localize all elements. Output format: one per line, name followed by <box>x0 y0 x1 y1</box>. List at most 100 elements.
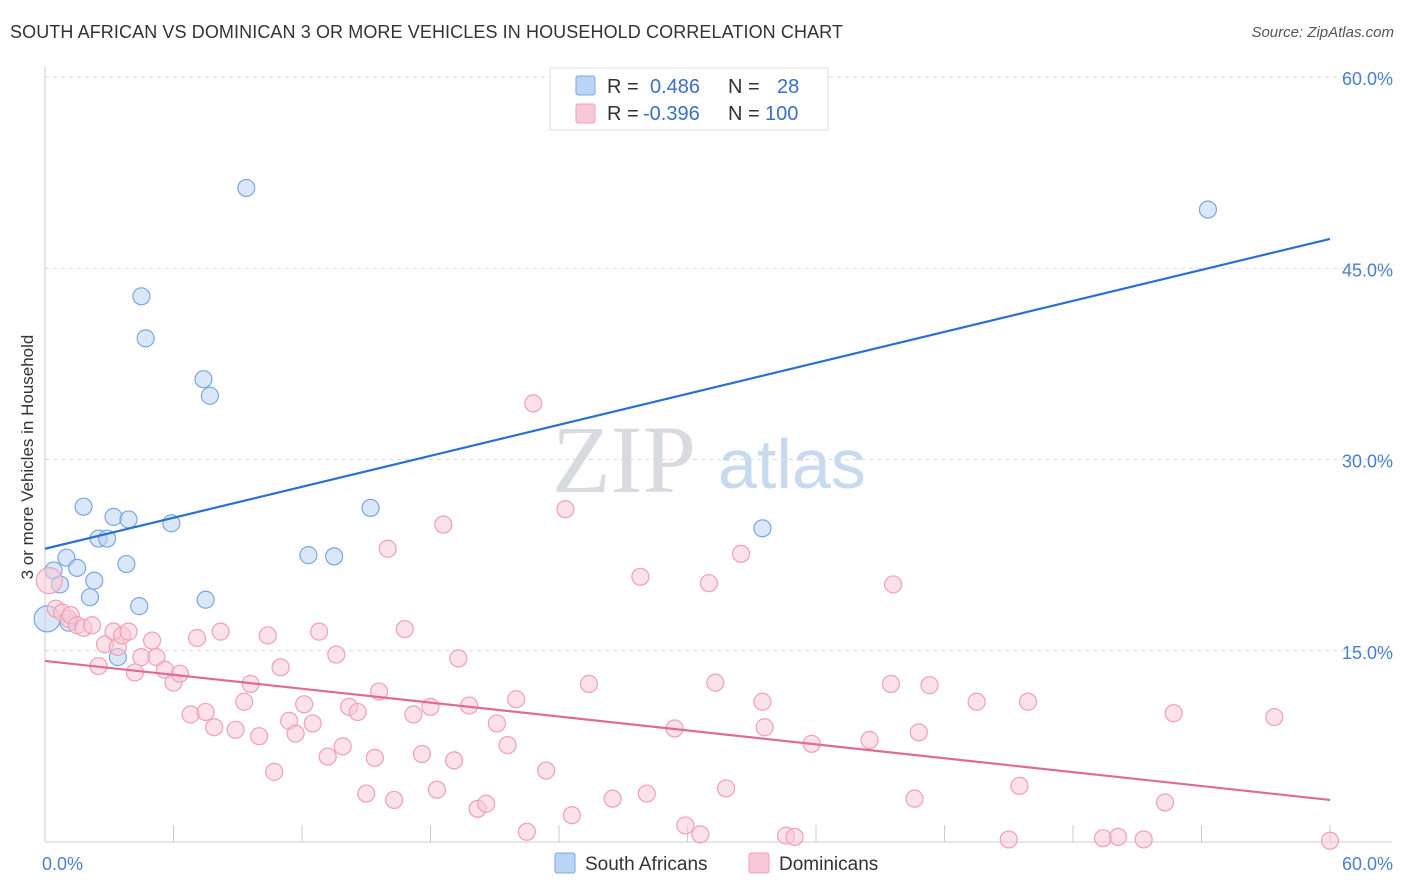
data-point <box>310 622 329 641</box>
data-point <box>170 664 190 683</box>
data-point <box>699 574 719 593</box>
bottom-legend: South Africans Dominicans <box>554 852 878 875</box>
data-point <box>524 394 543 413</box>
data-point <box>181 705 200 724</box>
data-point <box>299 546 318 565</box>
watermark-atlas: atlas <box>718 425 866 503</box>
legend: R = 0.486 N = 28 R = -0.396 N = 100 <box>549 67 829 131</box>
data-point <box>119 622 138 641</box>
data-point <box>860 730 879 750</box>
x-tick-label-max: 60.0% <box>1342 854 1393 874</box>
data-point <box>706 673 725 692</box>
y-tick-label: 45.0% <box>1342 260 1393 280</box>
data-point <box>434 515 453 534</box>
data-point <box>187 628 207 648</box>
bottom-legend-label-dominicans: Dominicans <box>779 854 878 875</box>
data-point <box>753 692 772 711</box>
series-1-points <box>35 394 1340 850</box>
trend-line-series-0 <box>44 237 1331 550</box>
bottom-legend-swatch-dominicans <box>748 852 770 874</box>
legend-r-value-dominicans: -0.396 <box>643 103 700 125</box>
data-point <box>295 695 314 714</box>
gridlines <box>45 76 1392 652</box>
data-point <box>909 723 928 742</box>
data-point <box>755 718 774 737</box>
data-point <box>753 519 772 538</box>
data-point <box>384 790 404 810</box>
y-tick-label: 15.0% <box>1342 643 1393 663</box>
bottom-legend-swatch-south-africans <box>554 852 576 874</box>
data-point <box>579 674 599 694</box>
legend-r-label: R = <box>607 76 639 98</box>
data-point <box>395 619 414 639</box>
data-point <box>83 616 102 635</box>
data-point <box>603 789 622 808</box>
data-point <box>905 789 924 808</box>
data-point <box>119 510 138 529</box>
data-point <box>250 727 269 746</box>
data-point <box>142 631 162 650</box>
data-point <box>1320 831 1340 850</box>
data-point <box>637 784 656 803</box>
data-point <box>258 626 277 645</box>
y-tick-label: 30.0% <box>1342 452 1393 472</box>
data-point <box>378 539 397 558</box>
data-point <box>80 588 100 607</box>
data-point <box>318 747 337 766</box>
data-point <box>920 676 939 695</box>
data-point <box>361 498 380 518</box>
data-point <box>85 571 104 590</box>
data-point <box>117 554 136 574</box>
data-point <box>412 744 432 764</box>
data-point <box>196 702 215 722</box>
data-point <box>325 547 344 566</box>
data-point <box>1155 793 1175 812</box>
y-axis-label: 3 or more Vehicles in Household <box>18 335 37 580</box>
data-point <box>196 590 215 609</box>
data-point <box>1265 707 1284 727</box>
data-point <box>427 780 447 799</box>
y-tick-label: 60.0% <box>1342 69 1393 89</box>
data-point <box>365 748 384 767</box>
data-point <box>286 724 305 743</box>
data-point <box>104 507 123 526</box>
data-point <box>562 806 581 825</box>
data-point <box>1164 704 1183 723</box>
data-point <box>205 718 224 737</box>
data-point <box>449 649 468 668</box>
data-point <box>1093 829 1113 848</box>
data-point <box>303 714 322 733</box>
data-point <box>327 645 346 664</box>
data-point <box>271 658 290 677</box>
data-point <box>194 370 213 389</box>
data-point <box>237 178 256 198</box>
data-point <box>404 705 423 724</box>
legend-r-value-south-africans: 0.486 <box>650 76 700 98</box>
data-point <box>200 386 220 405</box>
trend-line-series-1 <box>44 659 1331 802</box>
data-point <box>130 597 149 616</box>
data-point <box>556 500 575 519</box>
data-point <box>537 761 556 780</box>
source-label: Source: ZipAtlas.com <box>1251 24 1394 41</box>
data-point <box>1134 830 1153 849</box>
data-point <box>74 497 93 516</box>
data-point <box>235 692 254 711</box>
legend-box <box>549 67 829 131</box>
data-point <box>1108 827 1128 847</box>
data-point <box>477 794 496 813</box>
legend-n-label: N = <box>728 76 760 98</box>
data-point <box>691 825 710 844</box>
data-point <box>35 567 63 595</box>
legend-swatch-south-africans <box>575 75 596 96</box>
data-points <box>33 178 1340 850</box>
data-point <box>68 558 87 577</box>
data-point <box>444 751 464 770</box>
data-point <box>1018 692 1038 711</box>
data-point <box>265 762 284 781</box>
x-tick-label-min: 0.0% <box>42 854 83 874</box>
chart-title: SOUTH AFRICAN VS DOMINICAN 3 OR MORE VEH… <box>10 22 844 42</box>
data-point <box>132 287 151 306</box>
legend-swatch-dominicans <box>575 103 596 124</box>
